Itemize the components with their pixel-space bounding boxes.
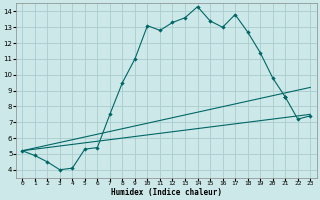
X-axis label: Humidex (Indice chaleur): Humidex (Indice chaleur) [111,188,222,197]
